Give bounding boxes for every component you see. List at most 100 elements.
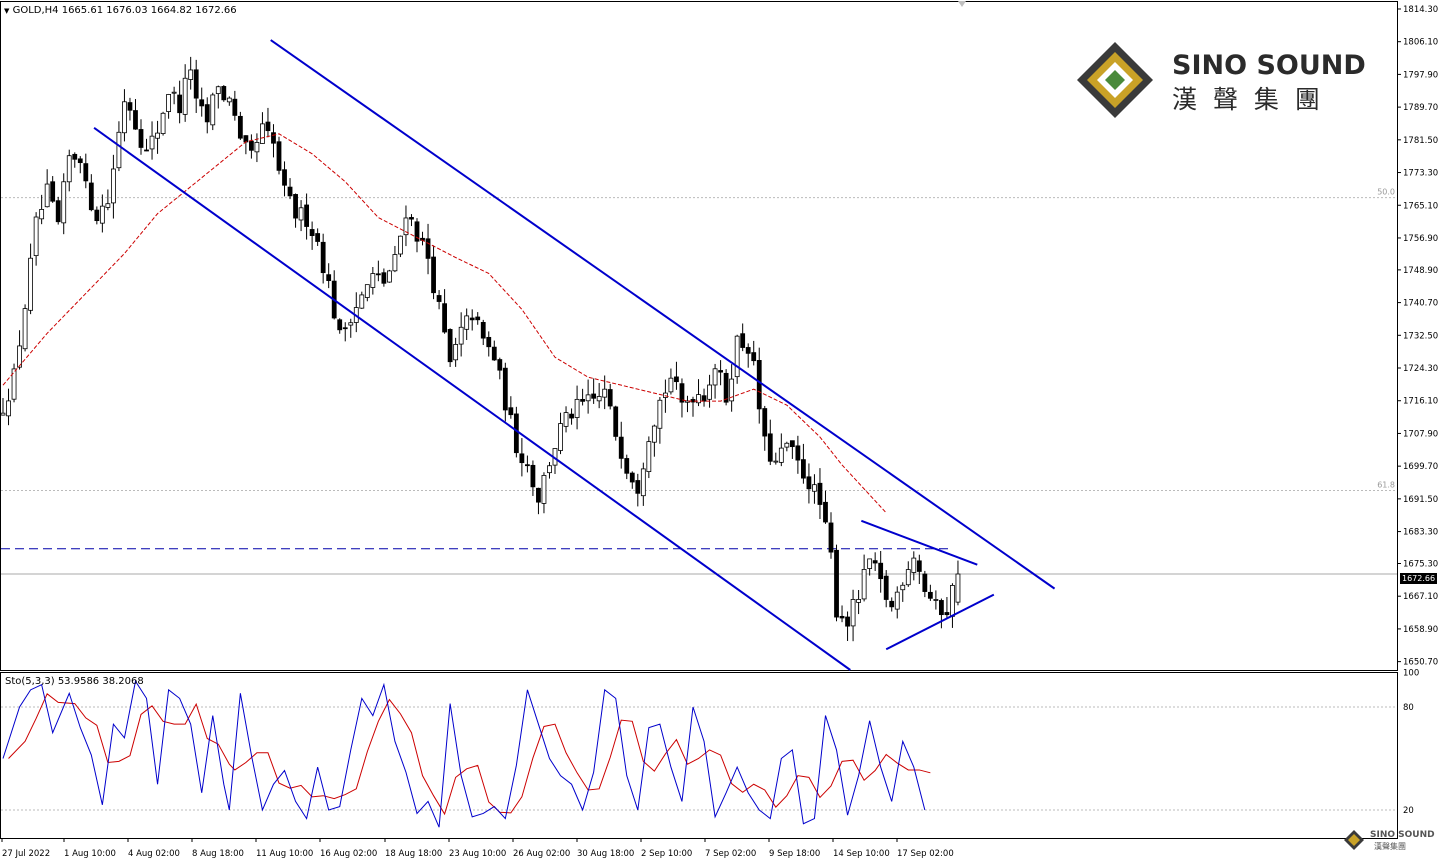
candle [745, 343, 751, 368]
candle [39, 194, 45, 225]
candle [547, 462, 552, 479]
candle [525, 455, 530, 473]
candle [271, 124, 276, 158]
candle-body [756, 360, 762, 410]
candle-body [221, 86, 227, 101]
price-tick-label: 1814.30 [1403, 5, 1438, 15]
candle-body [144, 149, 149, 152]
price-tick-label: 1773.30 [1403, 169, 1438, 179]
dropdown-triangle-icon[interactable]: ▼ [4, 7, 10, 15]
time-tick-label: 1 Aug 10:00 [64, 849, 116, 859]
candle [348, 318, 354, 338]
candle [668, 368, 674, 395]
candle [872, 552, 878, 571]
price-tick-label: 1667.10 [1403, 592, 1438, 602]
price-tick-label: 1806.10 [1403, 38, 1438, 48]
candle-body [160, 112, 166, 134]
candle [309, 221, 315, 250]
candle-body [872, 560, 878, 564]
candle-body [182, 77, 188, 115]
candle-body [320, 241, 326, 274]
candle [458, 312, 464, 357]
candle-body [315, 233, 321, 242]
candle-body [171, 91, 177, 94]
candle-body [204, 104, 210, 123]
candlestick-series [0, 56, 961, 642]
candle [635, 473, 641, 507]
candle-body [519, 453, 525, 464]
candle-body [28, 257, 34, 311]
candle-body [342, 327, 348, 330]
candle [762, 405, 768, 451]
candle-body [83, 163, 89, 182]
candle-body [55, 200, 61, 223]
trendlines[interactable] [93, 39, 1056, 671]
candle-body [105, 203, 111, 208]
candle [55, 196, 61, 225]
candle-body [447, 329, 453, 363]
candle-body [17, 345, 22, 368]
candle [789, 440, 795, 459]
candle-body [260, 123, 265, 144]
candle [160, 111, 166, 136]
price-tick-label: 1716.10 [1403, 397, 1438, 407]
candle-body [497, 359, 503, 371]
main-pane-border [0, 1, 1398, 671]
candle [839, 605, 845, 623]
stochastic-pane-frame [0, 672, 1398, 839]
candle-body [293, 194, 298, 219]
price-tick-label: 1650.70 [1403, 658, 1438, 668]
candle [133, 99, 138, 130]
candle [232, 90, 238, 121]
candle-body [569, 413, 574, 419]
candle [409, 214, 414, 227]
candle [795, 435, 801, 474]
candle [563, 406, 569, 433]
candle [315, 228, 321, 246]
price-tick-label: 1781.50 [1403, 136, 1438, 146]
candle-body [298, 207, 304, 221]
current-price-tag: 1672.66 [1400, 573, 1438, 584]
candle [767, 419, 773, 466]
candle [248, 134, 254, 159]
candle-body [392, 254, 398, 272]
stochastic-lines [1, 679, 1397, 828]
candle [629, 471, 635, 489]
candle-body [375, 273, 381, 276]
candle-body [188, 69, 194, 80]
candle [138, 119, 144, 155]
candle-body [77, 158, 83, 164]
candle [0, 398, 6, 416]
candle [326, 263, 332, 289]
candle-body [867, 558, 873, 569]
candle-body [955, 573, 961, 603]
time-tick-label: 26 Aug 02:00 [513, 849, 570, 859]
candle [519, 438, 525, 477]
candle-body [193, 69, 199, 99]
candle-body [215, 86, 221, 94]
candle [370, 266, 376, 295]
time-axis[interactable]: 27 Jul 2022 1 Aug 10:00 4 Aug 02:00 8 Aug 1… [1, 838, 954, 859]
candle [28, 243, 34, 315]
moving-average-path [2, 133, 887, 514]
price-axis[interactable]: 1814.30 1806.10 1797.90 1789.70 1781.50 1773.… [1397, 5, 1438, 668]
candle [122, 89, 127, 142]
candle-body [933, 599, 939, 601]
candle-body [900, 584, 906, 591]
stochastic-main-line [2, 679, 926, 828]
candle [751, 340, 757, 366]
candle-body [304, 204, 310, 227]
candle-body [138, 129, 144, 148]
candle [784, 441, 790, 452]
candle-body [927, 591, 933, 599]
candle-body [734, 335, 740, 378]
candle [199, 87, 205, 117]
candle-body [596, 396, 602, 402]
time-tick-label: 11 Aug 10:00 [256, 849, 313, 859]
candle-body [464, 315, 470, 330]
candle-body [491, 346, 497, 361]
fib-level-label: 61.8 [1377, 480, 1395, 489]
candle [403, 205, 409, 247]
candle [508, 396, 514, 419]
